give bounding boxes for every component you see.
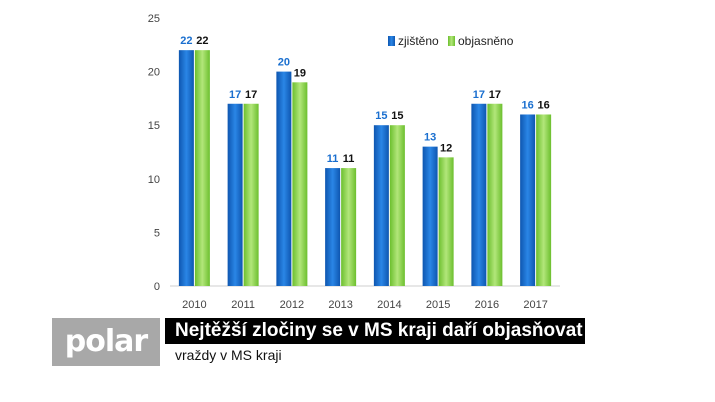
y-tick-label: 15: [148, 120, 160, 132]
x-tick-label: 2016: [475, 299, 499, 311]
logo-text: polar: [64, 324, 148, 359]
data-label: 19: [294, 67, 306, 79]
bar-zjištěno: [276, 71, 292, 286]
y-tick-label: 10: [148, 174, 160, 186]
bar-zjištěno: [520, 114, 536, 286]
bar-objasněno: [438, 157, 454, 286]
data-label: 13: [424, 132, 436, 144]
y-tick-label: 20: [148, 67, 160, 79]
y-tick-label: 25: [148, 13, 160, 25]
bar-objasněno: [389, 125, 405, 286]
y-tick-label: 5: [154, 227, 160, 239]
data-label: 17: [229, 89, 241, 101]
bar-zjištěno: [471, 103, 487, 286]
legend-label: zjištěno: [398, 34, 439, 48]
legend-swatch: [388, 36, 395, 46]
bar-objasněno: [243, 103, 259, 286]
bar-objasněno: [194, 50, 210, 286]
data-label: 11: [327, 153, 339, 165]
bar-zjištěno: [227, 103, 243, 286]
legend: zjištěno objasněno: [388, 34, 514, 48]
x-tick-label: 2010: [182, 299, 206, 311]
data-label: 16: [538, 99, 550, 111]
bar-zjištěno: [422, 146, 438, 286]
data-label: 17: [245, 89, 257, 101]
data-label: 15: [375, 110, 387, 122]
bar-objasněno: [292, 82, 308, 286]
bar-objasněno: [487, 103, 503, 286]
data-label: 11: [343, 153, 355, 165]
legend-label: objasněno: [458, 34, 514, 48]
bar-zjištěno: [373, 125, 389, 286]
legend-swatch: [448, 36, 455, 46]
x-tick-label: 2015: [426, 299, 450, 311]
x-tick-label: 2013: [328, 299, 352, 311]
data-label: 17: [473, 89, 485, 101]
x-tick-label: 2012: [280, 299, 304, 311]
data-label: 22: [196, 35, 208, 47]
data-label: 16: [522, 99, 534, 111]
subheadline: vraždy v MS kraji: [165, 344, 315, 366]
headline: Nejtěžší zločiny se v MS kraji daří obja…: [165, 318, 585, 344]
plot-area: 0 5 10 15 20 25 22 22 2010 17 17 2011 20 19 2012 11 11 20…: [148, 13, 560, 311]
data-label: 22: [180, 35, 192, 47]
x-tick-label: 2014: [377, 299, 401, 311]
bar-objasněno: [341, 168, 357, 286]
x-tick-label: 2017: [523, 299, 547, 311]
data-label: 15: [391, 110, 403, 122]
bar-zjištěno: [325, 168, 341, 286]
polar-logo: polar: [52, 318, 160, 366]
bar-objasněno: [536, 114, 552, 286]
data-label: 12: [440, 142, 452, 154]
bar-zjištěno: [178, 50, 194, 286]
data-label: 20: [278, 57, 290, 69]
x-tick-label: 2011: [231, 299, 255, 311]
data-label: 17: [489, 89, 501, 101]
y-tick-label: 0: [154, 281, 160, 293]
